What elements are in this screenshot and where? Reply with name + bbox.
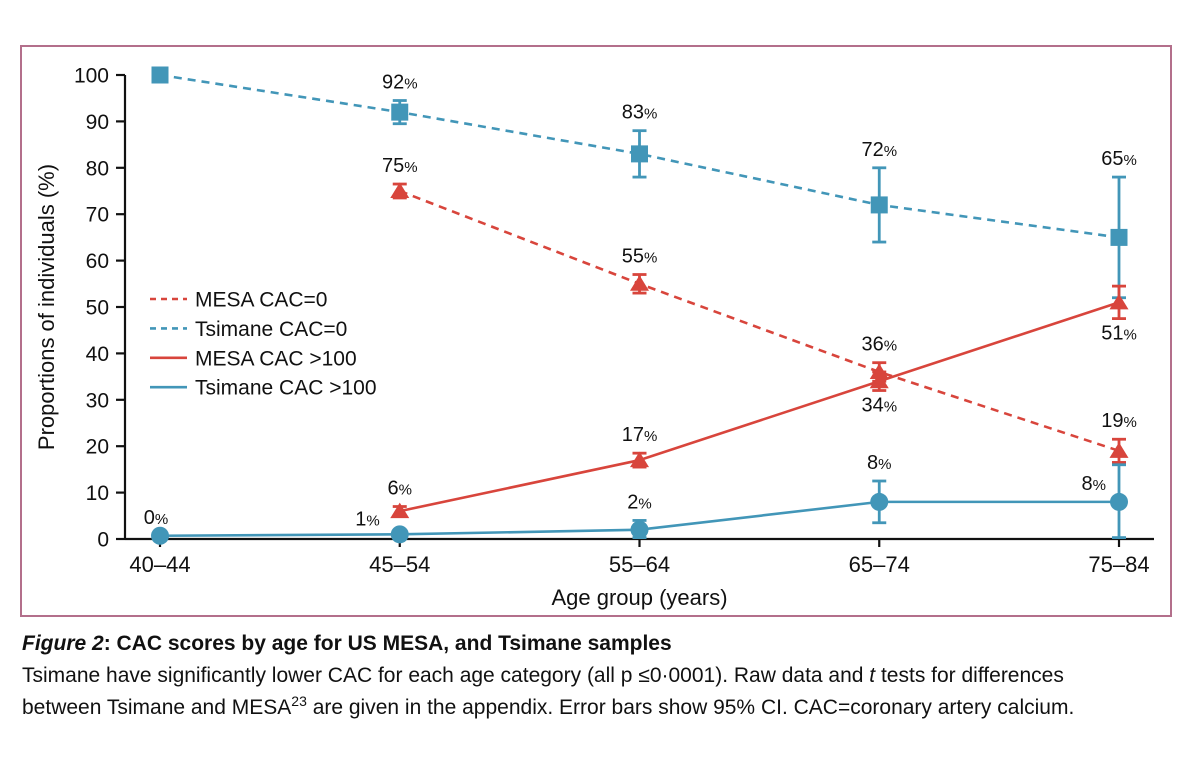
caption-text-segment: Tsimane have significantly lower CAC for… <box>22 664 870 687</box>
caption-text-segment: Figure 2 <box>22 632 104 655</box>
data-point-marker <box>390 525 409 544</box>
x-axis-title: Age group (years) <box>551 585 727 610</box>
data-point-label: 72% <box>861 139 897 161</box>
data-point-marker <box>1110 492 1128 511</box>
y-tick-label: 40 <box>86 343 109 366</box>
data-point-marker <box>390 502 410 519</box>
point-labels: 75% 55% 36% 19% 92% 83% 72% 65% 6% 17% 34% 51% 0% 1% 2… <box>144 72 1137 531</box>
y-tick-label: 30 <box>86 389 109 412</box>
caption-text-segment: between Tsimane and MESA <box>22 696 292 719</box>
y-tick-label: 80 <box>86 157 109 180</box>
data-point-marker <box>391 103 409 121</box>
data-point-marker <box>630 275 649 291</box>
caption-text-segment: tests for differences <box>875 664 1064 687</box>
data-point-label: 92% <box>382 72 418 94</box>
data-point-marker <box>390 182 410 198</box>
data-point-marker <box>631 145 648 163</box>
x-tick-label: 65–74 <box>849 552 910 577</box>
x-tick-label: 45–54 <box>369 552 430 577</box>
x-tick-label: 55–64 <box>609 552 670 577</box>
y-tick-label: 50 <box>86 297 109 320</box>
data-point-label: 8% <box>1082 473 1106 495</box>
data-point-marker <box>1109 442 1129 458</box>
caption-text-segment: are given in the appendix. Error bars sh… <box>306 696 1075 719</box>
data-point-marker <box>869 372 889 389</box>
y-tick-label: 20 <box>86 436 109 459</box>
legend-label: MESA CAC=0 <box>195 289 327 312</box>
caption-text-segment: CAC scores by age for US MESA, and Tsima… <box>116 632 672 655</box>
data-point-marker <box>151 66 169 84</box>
data-point-label: 55% <box>622 246 658 268</box>
axes: 0 10 20 30 40 50 60 70 80 90 100 40–44 45–54 55–64 65–… <box>34 65 1154 610</box>
data-point-marker <box>870 492 889 511</box>
y-tick-label: 10 <box>86 482 109 505</box>
data-point-marker <box>870 196 888 214</box>
data-point-label: 83% <box>622 102 658 124</box>
series-points-mesa-cac-100 <box>390 284 1129 519</box>
series-points-tsimane-cac-100 <box>151 463 1128 545</box>
y-tick-label: 60 <box>86 250 109 273</box>
x-tick-label: 75–84 <box>1088 552 1149 577</box>
data-point-label: 65% <box>1101 148 1137 170</box>
caption-title: Figure 2: CAC scores by age for US MESA,… <box>22 632 1174 656</box>
data-point-label: 6% <box>388 478 412 500</box>
legend-label: MESA CAC >100 <box>195 347 357 370</box>
y-tick-label: 90 <box>86 111 109 134</box>
data-point-label: 2% <box>627 491 651 513</box>
figure-panel: 0 10 20 30 40 50 60 70 80 90 100 40–44 45–54 55–64 65–… <box>20 45 1172 617</box>
y-axis-title: Proportions of individuals (%) <box>34 164 59 450</box>
figure-caption: Figure 2: CAC scores by age for US MESA,… <box>22 632 1174 724</box>
caption-body: Tsimane have significantly lower CAC for… <box>22 660 1174 724</box>
series-points-tsimane-cac-0 <box>151 66 1128 300</box>
legend-label: Tsimane CAC >100 <box>195 377 377 400</box>
series-line-mesa-cac-100 <box>399 301 1120 513</box>
data-point-label: 34% <box>861 395 897 417</box>
legend: MESA CAC=0 Tsimane CAC=0 MESA CAC >100 Tsim… <box>150 289 377 400</box>
data-point-label: 51% <box>1101 323 1137 345</box>
legend-label: Tsimane CAC=0 <box>195 318 347 341</box>
data-point-marker <box>630 451 649 468</box>
data-point-label: 17% <box>622 424 658 446</box>
data-point-label: 1% <box>355 508 379 530</box>
data-point-marker <box>1110 228 1128 246</box>
x-tick-label: 40–44 <box>129 552 190 577</box>
data-point-marker <box>1109 293 1129 310</box>
y-tick-label: 100 <box>74 65 109 88</box>
cac-by-age-chart: 0 10 20 30 40 50 60 70 80 90 100 40–44 45–54 55–64 65–… <box>34 65 1154 610</box>
data-point-label: 8% <box>867 452 891 474</box>
y-tick-label: 0 <box>97 529 109 552</box>
series-line-mesa-cac-0 <box>399 189 1120 453</box>
caption-text-segment: t <box>869 664 876 687</box>
data-point-label: 19% <box>1101 410 1137 432</box>
data-point-label: 36% <box>861 334 897 356</box>
caption-text-segment: : <box>103 632 117 655</box>
y-tick-label: 70 <box>86 204 109 227</box>
caption-text-segment: 23 <box>291 693 307 709</box>
series-line-tsimane-cac-0 <box>159 73 1120 239</box>
data-point-label: 75% <box>382 155 418 177</box>
data-point-label: 0% <box>144 507 168 529</box>
data-point-marker <box>630 520 649 539</box>
data-point-marker <box>151 526 169 545</box>
